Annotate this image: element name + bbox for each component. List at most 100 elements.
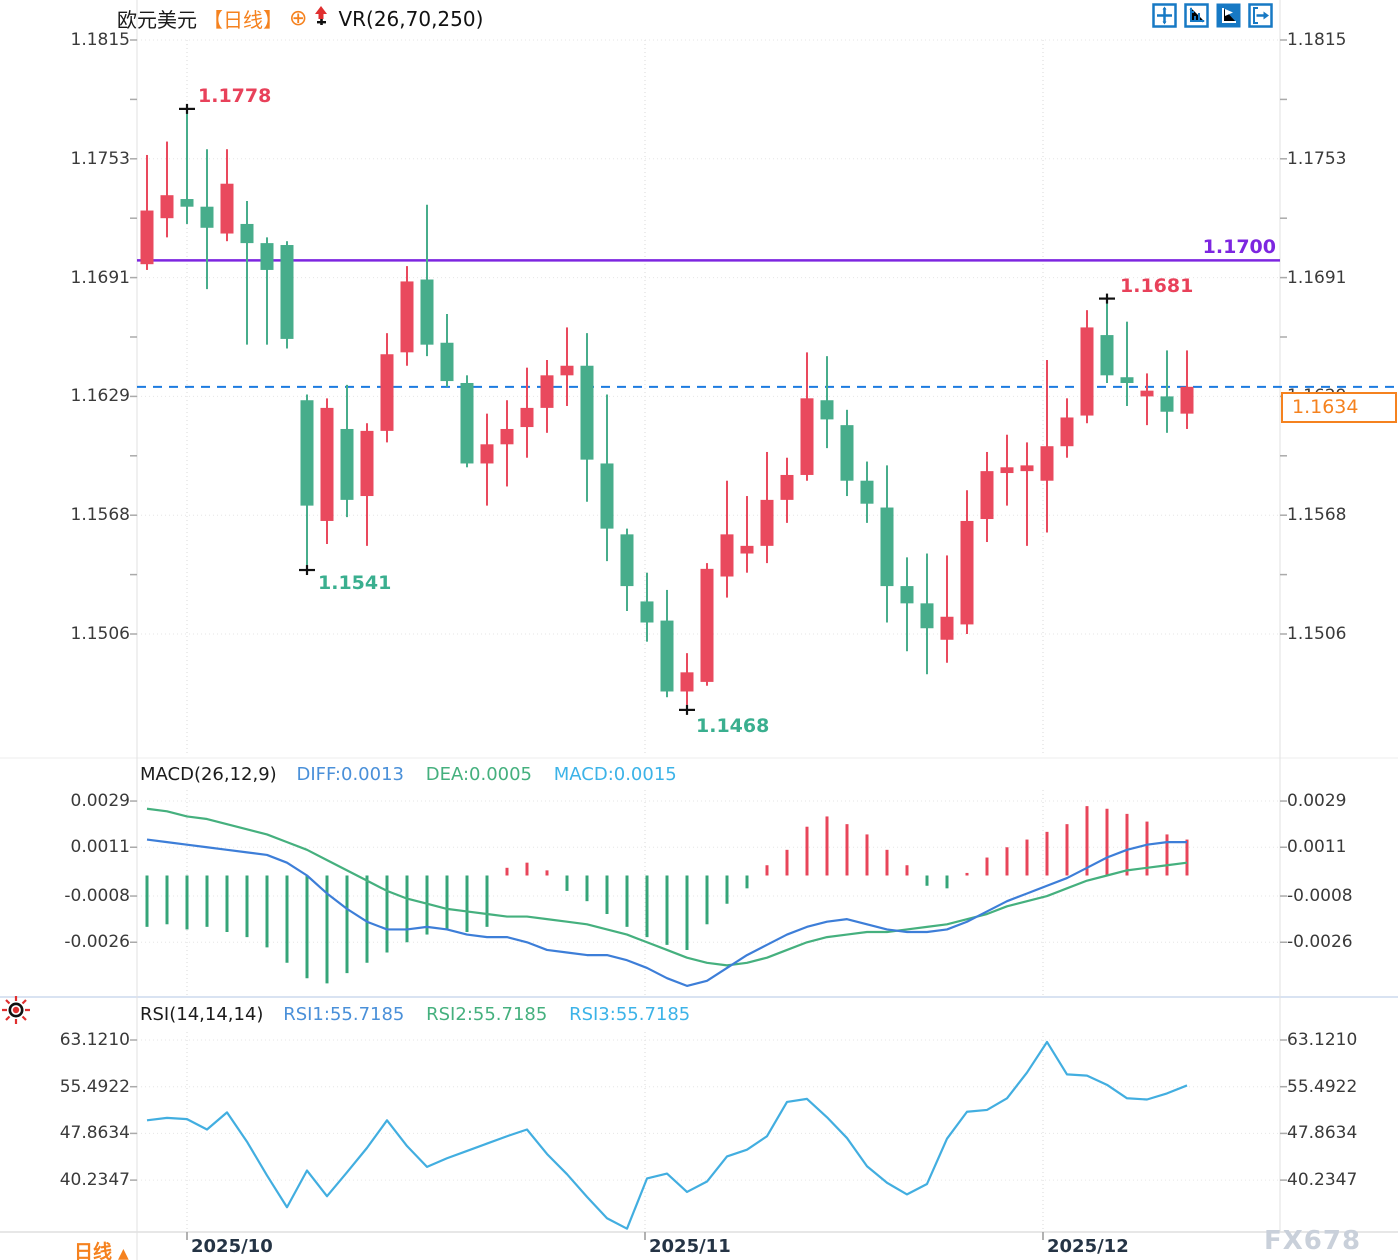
y-axis-label: 1.1568 xyxy=(70,505,130,526)
y-axis-label: 63.1210 xyxy=(1287,1030,1358,1050)
macd-diff-line xyxy=(146,838,1187,988)
y-axis-label: 0.0029 xyxy=(70,791,130,812)
y-axis-label: 1.1629 xyxy=(70,386,130,407)
candle-body xyxy=(1020,465,1034,472)
period-selector-label: 日线 xyxy=(74,1241,113,1260)
candle-body xyxy=(780,474,794,500)
candle-body xyxy=(440,342,454,382)
indicator-label[interactable]: VR(26,70,250) xyxy=(338,6,484,31)
candle-body xyxy=(380,354,394,431)
y-axis-label: 0.0029 xyxy=(1287,791,1347,812)
last-price-box: 1.1634 xyxy=(1281,392,1397,423)
symbol-title: 欧元美元 xyxy=(117,8,197,32)
candle-body xyxy=(280,245,294,339)
y-axis-label: 1.1568 xyxy=(1287,505,1347,526)
watermark: FX678 xyxy=(1264,1226,1362,1256)
macd-macd-value: MACD:0.0015 xyxy=(553,764,677,785)
candle-body xyxy=(1040,446,1054,481)
candle-body xyxy=(660,620,674,692)
candle-body xyxy=(940,616,954,640)
x-axis-label-nov: 2025/11 xyxy=(649,1236,731,1257)
rsi-line xyxy=(146,1040,1188,1230)
y-axis-label: 1.1691 xyxy=(1287,267,1347,288)
candle-body xyxy=(980,471,994,520)
candle-body xyxy=(1080,327,1094,416)
candle-body xyxy=(500,428,514,445)
annotation-high-1.1681: 1.1681 xyxy=(1120,275,1194,297)
y-axis-label: 1.1506 xyxy=(1287,624,1347,644)
y-axis-label: 55.4922 xyxy=(59,1076,130,1097)
candle-body xyxy=(1060,417,1074,447)
candle-body xyxy=(480,444,494,464)
macd-header: MACD(26,12,9) DIFF:0.0013 DEA:0.0005 MAC… xyxy=(140,764,677,785)
candle-body xyxy=(180,199,194,207)
y-axis-label: -0.0008 xyxy=(64,886,130,907)
candle-body xyxy=(420,279,434,345)
macd-dea-line xyxy=(146,807,1188,967)
candle-body xyxy=(1180,386,1194,414)
y-axis-label: 47.8634 xyxy=(1287,1123,1358,1144)
y-axis-label: 0.0011 xyxy=(70,837,130,858)
candle-body xyxy=(540,375,554,408)
candle-body xyxy=(640,601,654,623)
candle-body xyxy=(580,365,594,460)
candle-body xyxy=(320,407,334,521)
y-axis-label: 1.1753 xyxy=(70,148,130,169)
candle-body xyxy=(900,586,914,604)
circle-plus-icon[interactable]: ⊕ xyxy=(289,5,308,31)
candle-body xyxy=(860,480,874,504)
annotation-low-1.1468: 1.1468 xyxy=(696,715,770,737)
flag-scale-icon[interactable] xyxy=(1216,3,1241,32)
y-axis-label: 1.1815 xyxy=(70,30,130,50)
y-axis-label: 0.0011 xyxy=(1287,837,1347,858)
pan-crosshair-icon[interactable] xyxy=(1152,3,1177,32)
x-axis-label-dec: 2025/12 xyxy=(1047,1236,1129,1257)
candle-body xyxy=(720,534,734,577)
support-line-label: 1.1700 xyxy=(1202,236,1276,258)
y-axis-label: 1.1506 xyxy=(70,624,130,644)
rsi-header: RSI(14,14,14) RSI1:55.7185 RSI2:55.7185 … xyxy=(140,1004,690,1025)
y-axis-label: 40.2347 xyxy=(59,1170,130,1191)
candle-body xyxy=(140,210,154,265)
rsi3-value: RSI3:55.7185 xyxy=(569,1004,691,1025)
candle-body xyxy=(400,281,414,353)
y-axis-label: 63.1210 xyxy=(59,1030,130,1050)
y-axis-label: 47.8634 xyxy=(59,1123,130,1144)
candle-body xyxy=(760,499,774,546)
candle-body xyxy=(1000,467,1014,474)
candle-body xyxy=(680,672,694,692)
candle-body xyxy=(820,400,834,420)
rsi-label[interactable]: RSI(14,14,14) xyxy=(140,1004,264,1025)
sun-settings-icon[interactable] xyxy=(1,995,31,1029)
period-selector[interactable]: 日线 ▲ xyxy=(74,1237,129,1260)
candle-body xyxy=(520,407,534,428)
annotation-high-1.1778: 1.1778 xyxy=(198,85,272,107)
macd-dea-value: DEA:0.0005 xyxy=(425,764,532,785)
candle-body xyxy=(160,195,174,219)
candle-body xyxy=(460,382,474,464)
candle-body xyxy=(220,183,234,234)
macd-diff-value: DIFF:0.0013 xyxy=(296,764,404,785)
period-tag: 【日线】 xyxy=(203,8,283,32)
axis-scale-icon[interactable] xyxy=(1184,3,1209,32)
candle-body xyxy=(600,463,614,529)
chart-title-row: 欧元美元 【日线】 ⊕ VR(26,70,250) xyxy=(117,4,483,33)
candle-body xyxy=(840,425,854,481)
candle-body xyxy=(1120,377,1134,383)
candle-body xyxy=(360,430,374,497)
candle-body xyxy=(620,534,634,587)
collapse-right-icon[interactable] xyxy=(1248,3,1273,32)
y-axis-label: 1.1753 xyxy=(1287,148,1347,169)
candle-body xyxy=(800,398,814,475)
candle-body xyxy=(1140,390,1154,397)
candle-body xyxy=(1100,335,1114,376)
candle-body xyxy=(240,223,254,244)
candle-body xyxy=(880,507,894,587)
candle-body xyxy=(700,568,714,682)
macd-label[interactable]: MACD(26,12,9) xyxy=(140,764,277,785)
candle-body xyxy=(1160,396,1174,412)
chart-toolbar xyxy=(1152,3,1273,32)
candle-body xyxy=(740,545,754,554)
